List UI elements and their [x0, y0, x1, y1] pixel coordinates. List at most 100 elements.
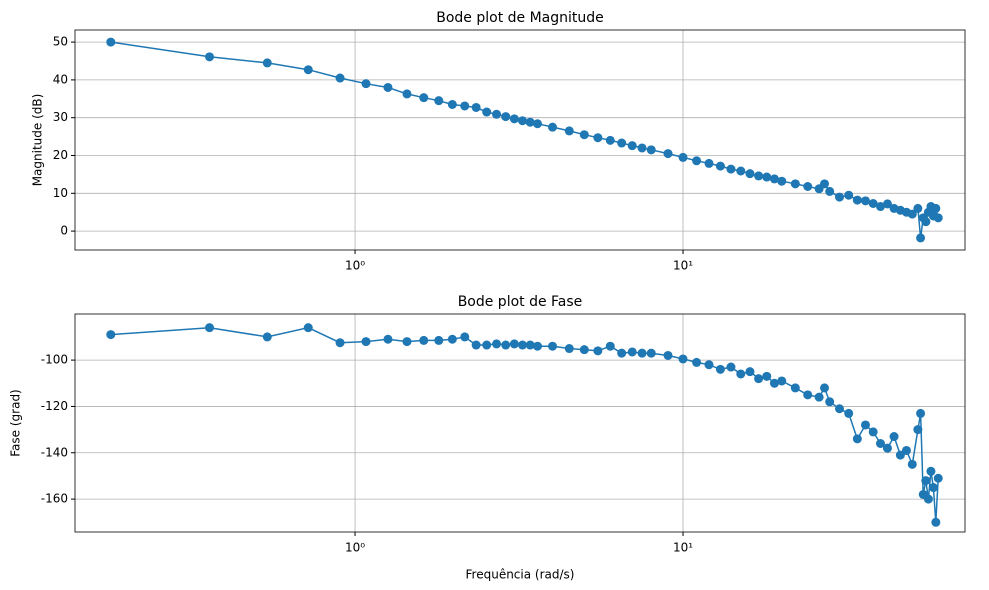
data-point: [844, 408, 854, 418]
data-point: [447, 334, 457, 344]
data-point: [762, 172, 772, 182]
data-point: [419, 335, 429, 345]
data-point: [726, 362, 736, 372]
data-point: [262, 332, 272, 342]
data-point: [106, 330, 116, 340]
data-point: [548, 122, 558, 132]
data-point: [605, 135, 615, 145]
y-tick-label: 50: [53, 35, 68, 49]
data-point: [820, 179, 830, 189]
data-point: [205, 323, 215, 333]
data-point: [736, 369, 746, 379]
data-point: [803, 181, 813, 191]
data-point: [605, 341, 615, 351]
data-point: [579, 130, 589, 140]
y-tick-label: 10: [53, 186, 68, 200]
x-tick-label: 10¹: [673, 541, 693, 555]
data-point: [852, 434, 862, 444]
data-point: [875, 202, 885, 212]
data-point: [868, 199, 878, 209]
data-point: [617, 348, 627, 358]
data-point: [482, 340, 492, 350]
data-point: [860, 420, 870, 430]
data-point: [460, 101, 470, 111]
data-point: [726, 164, 736, 174]
y-tick-label: 0: [60, 224, 68, 238]
data-point: [889, 432, 899, 442]
data-point: [517, 340, 527, 350]
x-tick-label: 10¹: [673, 259, 693, 273]
data-point: [106, 37, 116, 47]
data-point: [335, 338, 345, 348]
data-point: [825, 397, 835, 407]
data-point: [434, 96, 444, 106]
data-point: [907, 459, 917, 469]
data-point: [637, 348, 647, 358]
data-point: [492, 339, 502, 349]
data-point: [402, 89, 412, 99]
data-point: [907, 209, 917, 219]
y-tick-label: 40: [53, 72, 68, 86]
data-point: [882, 199, 892, 209]
data-point: [303, 65, 313, 75]
y-tick-label: 20: [53, 148, 68, 162]
data-point: [736, 166, 746, 176]
data-point: [814, 392, 824, 402]
data-point: [262, 58, 272, 68]
data-point: [517, 116, 527, 126]
subplot: Bode plot de Magnitude Magnitude (dB) 0 10 2…: [31, 10, 966, 273]
data-point: [745, 169, 755, 179]
data-point: [715, 364, 725, 374]
y-axis-label: Magnitude (dB): [31, 94, 45, 187]
axes-frame: [74, 29, 966, 251]
data-point: [769, 378, 779, 388]
data-point: [678, 152, 688, 162]
data-point: [790, 383, 800, 393]
data-point: [205, 52, 215, 62]
data-point: [692, 357, 702, 367]
data-point: [754, 171, 764, 181]
data-point: [916, 408, 926, 418]
data-point: [754, 374, 764, 384]
data-point: [492, 109, 502, 119]
data-point: [383, 82, 393, 92]
data-point: [646, 348, 656, 358]
x-axis-label: Frequência (rad/s): [466, 568, 575, 582]
series-line: [110, 41, 939, 238]
data-point: [548, 341, 558, 351]
data-point: [692, 156, 702, 166]
data-point: [745, 367, 755, 377]
data-point: [335, 73, 345, 83]
data-point: [868, 427, 878, 437]
data-point: [501, 340, 511, 350]
data-point: [617, 138, 627, 148]
data-point: [715, 161, 725, 171]
data-point: [564, 126, 574, 136]
data-point: [663, 149, 673, 159]
subplot-title: Bode plot de Magnitude: [436, 10, 604, 26]
data-point: [579, 345, 589, 355]
data-point: [923, 494, 933, 504]
data-point: [803, 390, 813, 400]
data-point: [933, 213, 943, 223]
data-point: [663, 350, 673, 360]
data-point: [501, 112, 511, 122]
data-point: [916, 233, 926, 243]
data-point: [926, 466, 936, 476]
data-point: [471, 102, 481, 112]
data-point: [593, 346, 603, 356]
y-tick-label: -120: [41, 399, 68, 413]
data-point: [901, 445, 911, 455]
data-point: [383, 334, 393, 344]
y-tick-label: -100: [41, 353, 68, 367]
data-point: [525, 340, 535, 350]
data-point: [434, 335, 444, 345]
data-point: [852, 195, 862, 205]
data-point: [627, 141, 637, 151]
data-point: [875, 439, 885, 449]
data-point: [913, 203, 923, 213]
data-point: [593, 133, 603, 143]
data-point: [402, 337, 412, 347]
